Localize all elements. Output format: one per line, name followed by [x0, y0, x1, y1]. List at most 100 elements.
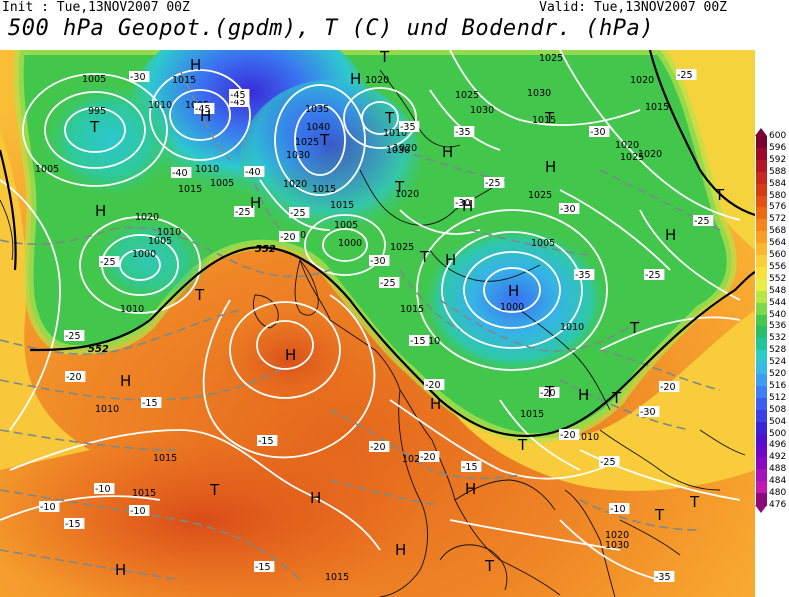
- isobar-label: 1015: [330, 200, 354, 211]
- isotherm-label: -25: [290, 208, 306, 219]
- colorbar-label: 540: [769, 309, 787, 320]
- isobar-label: 1005: [531, 238, 555, 249]
- isobar-label: 1005: [148, 236, 172, 247]
- isobar-label: 1025: [390, 242, 414, 253]
- isotherm-label-bg: [171, 167, 192, 178]
- isotherm-label: -25: [645, 270, 661, 281]
- isotherm-label: -25: [380, 278, 396, 289]
- isobar-label: 1005: [35, 164, 59, 175]
- colorbar-label: 564: [769, 238, 787, 249]
- isobar-label: 1015: [532, 115, 556, 126]
- isotherms: [0, 69, 721, 581]
- isotherm-label-bg: [65, 371, 86, 382]
- colorbar-swatch: [756, 433, 767, 446]
- colorbar-label: 568: [769, 226, 787, 237]
- isotherm-label: -30: [560, 204, 576, 215]
- colorbar-swatch: [756, 457, 767, 470]
- colorbar-label: 500: [769, 428, 787, 439]
- isotherm-label-bg: [279, 231, 300, 242]
- colorbar-label: 576: [769, 202, 787, 213]
- colorbar-swatch: [756, 243, 767, 256]
- geopot-labels: 552 552: [88, 244, 276, 355]
- isobar-label: 1010: [148, 100, 172, 111]
- isotherm-label: -30: [130, 72, 146, 83]
- isotherm-label-bg: [461, 461, 482, 472]
- colorbar-label: 508: [769, 404, 787, 415]
- colorbar-swatch: [756, 385, 767, 399]
- high-pressure-marker: H: [115, 561, 126, 579]
- low-pressure-marker: T: [319, 131, 330, 149]
- high-pressure-marker: H: [395, 541, 406, 559]
- isobar-label: 1000: [132, 249, 156, 260]
- isobar-label: 1020: [615, 140, 639, 151]
- isobar-label: 1015: [172, 75, 196, 86]
- isotherm-label-bg: [141, 397, 162, 408]
- colorbar-label: 584: [769, 178, 787, 189]
- high-pressure-marker: H: [442, 143, 453, 161]
- pressure-labels: 1005995101010051015100510051010101510201…: [35, 53, 669, 583]
- colorbar-swatch: [756, 493, 767, 506]
- isobar-label: 1015: [132, 488, 156, 499]
- chart-title: 500 hPa Geopot.(gpdm), T (C) und Bodendr…: [8, 16, 655, 41]
- colorbar-label: 516: [769, 380, 787, 391]
- isotherm-label-bg: [639, 406, 660, 417]
- colorbar-swatch: [756, 171, 767, 185]
- high-pressure-marker: H: [95, 202, 106, 220]
- colorbar-swatch: [756, 207, 767, 220]
- isobar-label: 1020: [605, 530, 629, 541]
- colorbar-label: 476: [769, 499, 787, 510]
- isotherm-label-bg: [599, 456, 620, 467]
- high-pressure-marker: H: [665, 226, 676, 244]
- isotherm-label: -15: [65, 519, 81, 530]
- colorbar-label: 480: [769, 488, 787, 498]
- isobar-label: 1000: [500, 302, 524, 313]
- isotherm-label: -25: [65, 331, 81, 342]
- colorbar-label: 560: [769, 250, 787, 260]
- isotherm-label: -20: [420, 452, 436, 463]
- high-pressure-marker: H: [508, 282, 519, 300]
- isotherm-label-bg: [419, 451, 440, 462]
- isobar-label: 1010: [120, 304, 144, 315]
- isotherm-label-bg: [559, 203, 580, 214]
- isobar-label: 1020: [283, 179, 307, 190]
- isobars: [0, 50, 741, 581]
- isotherm-label: -15: [258, 436, 274, 447]
- low-pressure-marker: T: [89, 118, 100, 136]
- isotherm-label-bg: [424, 379, 445, 390]
- isobar-label: 1030: [527, 88, 551, 99]
- isotherm-label: -25: [677, 70, 693, 81]
- isotherm-label-bg: [574, 269, 595, 280]
- high-pressure-marker: H: [250, 194, 261, 212]
- isobar-label: 1010: [195, 164, 219, 175]
- colorbar-label: 548: [769, 285, 787, 296]
- isotherm-label: -30: [370, 256, 386, 267]
- isotherm-label: -15: [410, 336, 426, 347]
- isotherm-label: -35: [575, 270, 591, 281]
- isobar-label: 1015: [153, 453, 177, 464]
- colorbar-top-arrow: [755, 128, 767, 136]
- isotherm-label-bg: [454, 126, 475, 137]
- isobar-label: 1020: [402, 454, 426, 465]
- colorbar-label: 592: [769, 154, 787, 165]
- colorbar-label: 512: [769, 392, 787, 403]
- isotherm-label-bg: [254, 561, 275, 572]
- low-pressure-marker: T: [394, 178, 405, 196]
- isotherm-label: -30: [455, 198, 471, 209]
- isotherm-label: -40: [172, 168, 188, 179]
- isobar-label: 1000: [338, 238, 362, 249]
- low-pressure-marker: T: [419, 248, 430, 266]
- low-pressure-marker: T: [714, 186, 725, 204]
- geopot-label: 552: [255, 244, 276, 255]
- colorbar-swatch: [756, 159, 767, 173]
- weather-map-svg: 552 552 10059951010100510151005100510101…: [0, 50, 755, 597]
- isotherm-label-bg: [234, 206, 255, 217]
- isobar-label: 1035: [305, 104, 329, 115]
- colorbar-swatch: [756, 278, 767, 292]
- colorbar-label: 580: [769, 190, 787, 201]
- isobar-label: 995: [88, 106, 106, 117]
- colorbar-label: 600: [769, 131, 787, 141]
- high-pressure-marker: H: [545, 158, 556, 176]
- isotherm-label-bg: [379, 277, 400, 288]
- isotherm-label-bg: [484, 177, 505, 188]
- high-pressure-marker: H: [190, 56, 201, 74]
